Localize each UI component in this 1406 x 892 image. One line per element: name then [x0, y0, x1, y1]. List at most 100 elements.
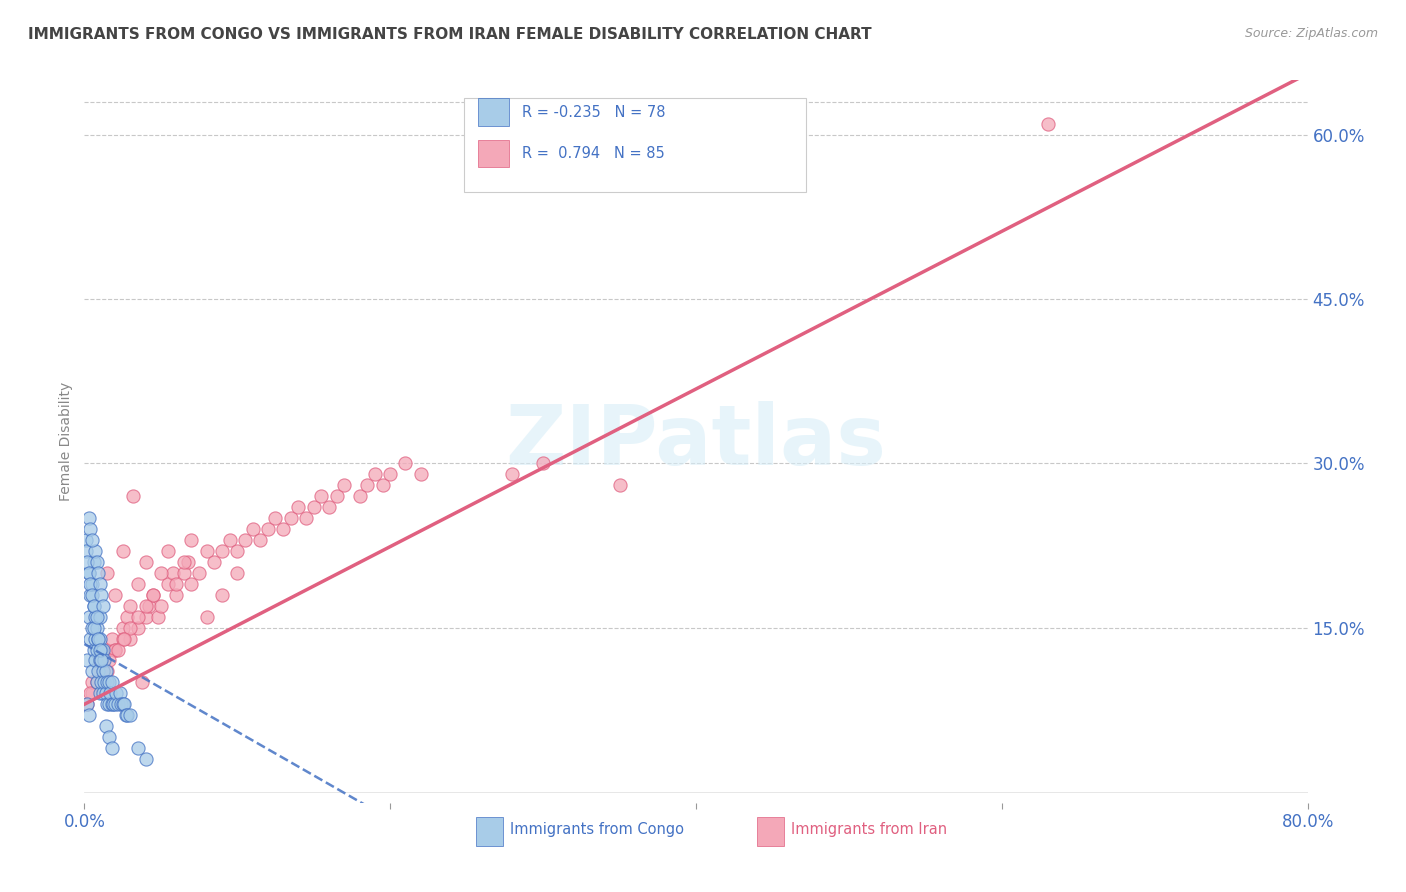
Point — [105, 686, 128, 700]
Point — [103, 698, 125, 712]
Point — [131, 675, 153, 690]
Point — [83, 642, 105, 657]
Point — [120, 621, 142, 635]
Point — [180, 533, 202, 547]
Point — [91, 665, 114, 679]
Point — [502, 467, 524, 482]
Point — [89, 577, 111, 591]
Point — [83, 599, 105, 613]
Point — [302, 500, 325, 515]
Point — [242, 522, 264, 536]
Point — [195, 609, 218, 624]
Point — [93, 653, 115, 667]
Point — [80, 577, 103, 591]
Point — [162, 566, 184, 580]
Text: Immigrants from Congo: Immigrants from Congo — [510, 822, 685, 837]
Point — [127, 741, 149, 756]
Point — [91, 686, 114, 700]
Point — [157, 544, 180, 558]
Point — [609, 478, 631, 492]
Text: ZIPatlas: ZIPatlas — [506, 401, 886, 482]
Point — [380, 467, 402, 482]
Point — [271, 522, 294, 536]
Point — [90, 588, 112, 602]
Point — [120, 632, 142, 646]
Point — [89, 686, 111, 700]
Point — [311, 489, 333, 503]
Point — [80, 665, 103, 679]
Point — [86, 621, 108, 635]
Point — [111, 544, 134, 558]
Point — [394, 457, 416, 471]
Point — [91, 642, 114, 657]
Point — [165, 588, 187, 602]
Point — [96, 675, 118, 690]
Point — [211, 588, 233, 602]
Point — [127, 577, 149, 591]
Point — [177, 555, 200, 569]
Point — [87, 632, 110, 646]
Point — [180, 577, 202, 591]
Point — [77, 566, 100, 580]
Point — [89, 653, 111, 667]
Point — [108, 686, 131, 700]
Point — [76, 698, 98, 712]
Point — [257, 522, 280, 536]
Point — [94, 686, 117, 700]
Point — [97, 698, 120, 712]
Point — [89, 665, 111, 679]
Point — [104, 642, 127, 657]
Point — [104, 698, 127, 712]
Point — [90, 642, 112, 657]
Point — [101, 675, 124, 690]
Point — [104, 588, 127, 602]
Point — [77, 609, 100, 624]
Bar — [475, 817, 503, 847]
Point — [211, 544, 233, 558]
Point — [84, 653, 107, 667]
Point — [79, 632, 101, 646]
Point — [146, 609, 169, 624]
Point — [135, 752, 157, 766]
Point — [101, 698, 124, 712]
Point — [96, 665, 118, 679]
Point — [86, 609, 108, 624]
Point — [84, 632, 107, 646]
Point — [127, 609, 149, 624]
Point — [115, 708, 138, 723]
Point — [79, 577, 101, 591]
Point — [107, 642, 129, 657]
Point — [127, 621, 149, 635]
Point — [83, 555, 105, 569]
Point — [138, 599, 160, 613]
Point — [226, 544, 249, 558]
Point — [112, 632, 135, 646]
Point — [90, 653, 112, 667]
Point — [333, 478, 356, 492]
Point — [86, 675, 108, 690]
Point — [77, 708, 100, 723]
Point — [101, 632, 124, 646]
Point — [77, 566, 100, 580]
Point — [76, 555, 98, 569]
Text: Source: ZipAtlas.com: Source: ZipAtlas.com — [1244, 27, 1378, 40]
Point — [86, 642, 108, 657]
Point — [531, 457, 554, 471]
Point — [115, 609, 138, 624]
Y-axis label: Female Disability: Female Disability — [59, 382, 73, 501]
Point — [84, 609, 107, 624]
Point — [349, 489, 371, 503]
Point — [91, 665, 114, 679]
Point — [77, 511, 100, 525]
Point — [287, 500, 309, 515]
Point — [80, 533, 103, 547]
Point — [75, 533, 97, 547]
Point — [1036, 117, 1059, 131]
Text: IMMIGRANTS FROM CONGO VS IMMIGRANTS FROM IRAN FEMALE DISABILITY CORRELATION CHAR: IMMIGRANTS FROM CONGO VS IMMIGRANTS FROM… — [28, 27, 872, 42]
Point — [80, 686, 103, 700]
Point — [94, 665, 117, 679]
Point — [80, 675, 103, 690]
Point — [86, 675, 108, 690]
Point — [107, 698, 129, 712]
Point — [97, 653, 120, 667]
